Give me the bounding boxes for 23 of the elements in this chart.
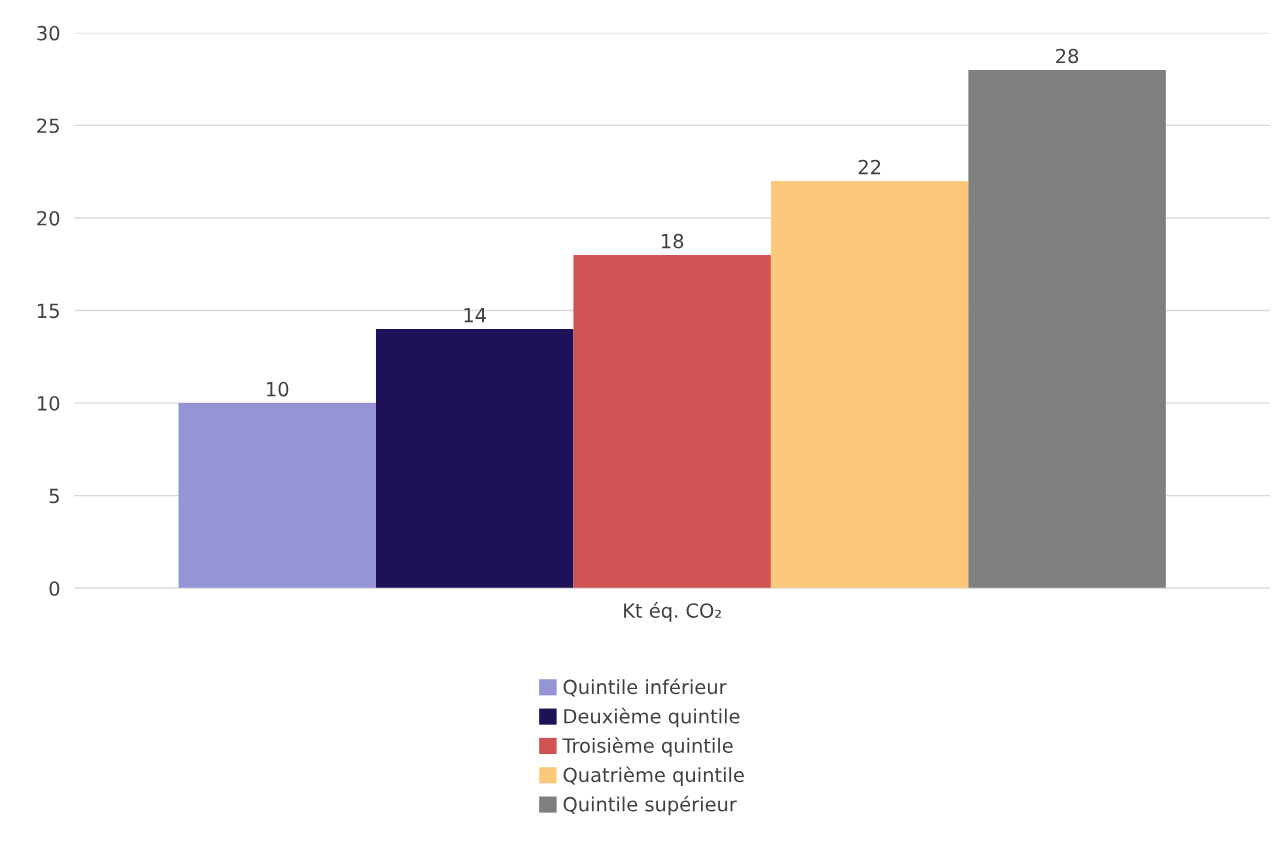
data-label: 14 (464, 308, 486, 323)
y-tick-label: 30 (37, 25, 60, 41)
y-tick-label: 20 (37, 210, 60, 226)
data-label: 28 (1056, 48, 1079, 64)
data-label: 22 (858, 159, 881, 175)
bar (375, 329, 574, 589)
x-tick-label: Kt éq. CO₂ (624, 602, 721, 622)
legend-label: Quatrième quintile (563, 766, 744, 786)
y-tick-label: 0 (49, 581, 60, 596)
bar (573, 255, 771, 589)
bar (178, 403, 376, 589)
data-label: 18 (661, 233, 684, 249)
data-label: 10 (267, 381, 289, 397)
y-tick-label: 25 (37, 118, 59, 134)
legend-label: Quintile supérieur (563, 795, 737, 816)
bar (770, 180, 969, 589)
bar (968, 69, 1166, 589)
y-tick-label: 10 (37, 396, 60, 411)
legend-label: Quintile inférieur (563, 678, 727, 697)
legend-label: Troisième quintile (562, 737, 733, 757)
y-tick-label: 15 (37, 303, 59, 319)
legend-label: Deuxième quintile (564, 707, 740, 728)
y-tick-label: 5 (49, 488, 59, 504)
